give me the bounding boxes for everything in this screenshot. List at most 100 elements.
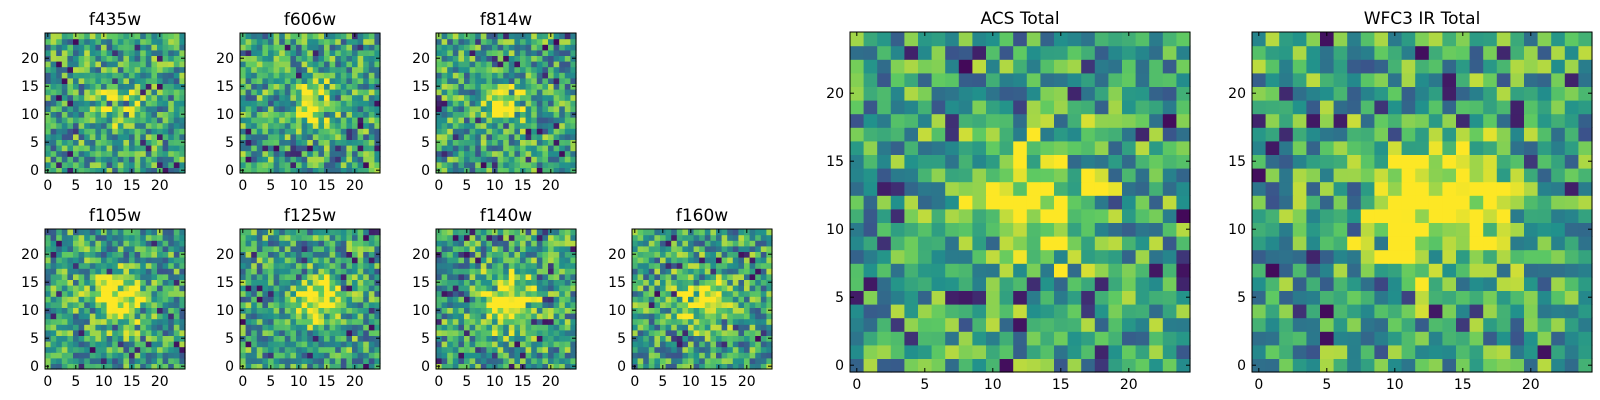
heatmap-cell <box>1149 208 1164 223</box>
heatmap-cell <box>492 301 499 308</box>
heatmap-cell <box>464 94 471 101</box>
heatmap-cell <box>570 257 577 264</box>
heatmap-cell <box>536 55 543 62</box>
heatmap-cell <box>256 61 263 68</box>
heatmap-cell <box>84 357 91 364</box>
heatmap-cell <box>766 352 773 359</box>
heatmap-cell <box>312 307 319 314</box>
heatmap-cell <box>632 245 639 252</box>
heatmap-cell <box>1067 236 1082 251</box>
x-tick-label: 10 <box>290 374 308 390</box>
heatmap-cell <box>50 128 57 135</box>
heatmap-cell <box>469 44 476 51</box>
heatmap-cell <box>548 268 555 275</box>
heatmap-cell <box>340 133 347 140</box>
heatmap-cell <box>251 234 258 241</box>
heatmap-cell <box>101 313 108 320</box>
heatmap-cell <box>475 167 482 174</box>
x-tick-label: 5 <box>462 178 471 194</box>
heatmap-cell <box>863 154 878 169</box>
heatmap-cell <box>168 161 175 168</box>
heatmap-cell <box>95 357 102 364</box>
heatmap-cell <box>140 290 147 297</box>
heatmap-cell <box>89 33 96 40</box>
heatmap-cell <box>958 263 973 278</box>
heatmap-cell <box>374 296 381 303</box>
heatmap-cell <box>273 324 280 331</box>
heatmap-cell <box>637 318 644 325</box>
heatmap-cell <box>340 89 347 96</box>
heatmap-cell <box>710 279 717 286</box>
heatmap-cell <box>536 329 543 336</box>
heatmap-cell <box>145 229 152 236</box>
heatmap-cell <box>374 105 381 112</box>
heatmap-cell <box>368 329 375 336</box>
heatmap-cell <box>268 55 275 62</box>
heatmap-cell <box>676 290 683 297</box>
x-tick-label: 10 <box>290 178 308 194</box>
heatmap-cell <box>525 161 532 168</box>
heatmap-cell <box>368 296 375 303</box>
heatmap-cell <box>480 324 487 331</box>
heatmap-cell <box>307 44 314 51</box>
heatmap-cell <box>179 262 186 269</box>
heatmap-cell <box>1013 154 1028 169</box>
heatmap-cell <box>301 49 308 56</box>
heatmap-cell <box>570 329 577 336</box>
heatmap-cell <box>251 229 258 236</box>
heatmap-cell <box>972 181 987 196</box>
heatmap-cell <box>256 89 263 96</box>
heatmap-cell <box>290 346 297 353</box>
heatmap-cell <box>301 285 308 292</box>
heatmap-cell <box>162 44 169 51</box>
heatmap-cell <box>699 341 706 348</box>
heatmap-cell <box>324 352 331 359</box>
heatmap-cell <box>151 111 158 118</box>
heatmap-cell <box>290 105 297 112</box>
heatmap-cell <box>520 273 527 280</box>
heatmap-cell <box>140 313 147 320</box>
heatmap-cell <box>95 128 102 135</box>
heatmap-cell <box>268 251 275 258</box>
heatmap-cell <box>486 156 493 163</box>
heatmap-cell <box>162 83 169 90</box>
heatmap-cell <box>312 72 319 79</box>
heatmap-cell <box>168 363 175 370</box>
heatmap-cell <box>503 329 510 336</box>
y-tick-label: 5 <box>225 331 234 347</box>
heatmap-cell <box>760 341 767 348</box>
heatmap-cell <box>374 122 381 129</box>
heatmap-cell <box>284 363 291 370</box>
heatmap-cell <box>542 341 549 348</box>
heatmap-cell <box>553 44 560 51</box>
heatmap-cell <box>452 352 459 359</box>
heatmap-cell <box>335 229 342 236</box>
heatmap-cell <box>570 313 577 320</box>
heatmap-cell <box>374 290 381 297</box>
heatmap-cell <box>447 346 454 353</box>
heatmap-cell <box>318 329 325 336</box>
heatmap-cell <box>340 55 347 62</box>
heatmap-cell <box>61 329 68 336</box>
heatmap-cell <box>363 318 370 325</box>
heatmap-cell <box>999 236 1014 251</box>
heatmap-cell <box>67 111 74 118</box>
heatmap-cell <box>559 234 566 241</box>
heatmap-cell <box>240 150 247 157</box>
heatmap-cell <box>643 335 650 342</box>
heatmap-cell <box>84 44 91 51</box>
heatmap-cell <box>145 139 152 146</box>
heatmap-cell <box>140 133 147 140</box>
heatmap-cell <box>654 296 661 303</box>
heatmap-cell <box>56 324 63 331</box>
heatmap-cell <box>357 150 364 157</box>
heatmap-cell <box>290 150 297 157</box>
heatmap-cell <box>744 240 751 247</box>
heatmap-cell <box>145 257 152 264</box>
heatmap-cell <box>329 66 336 73</box>
heatmap-cell <box>162 346 169 353</box>
heatmap-cell <box>676 234 683 241</box>
heatmap-cell <box>665 307 672 314</box>
heatmap-cell <box>84 49 91 56</box>
heatmap-cell <box>441 341 448 348</box>
